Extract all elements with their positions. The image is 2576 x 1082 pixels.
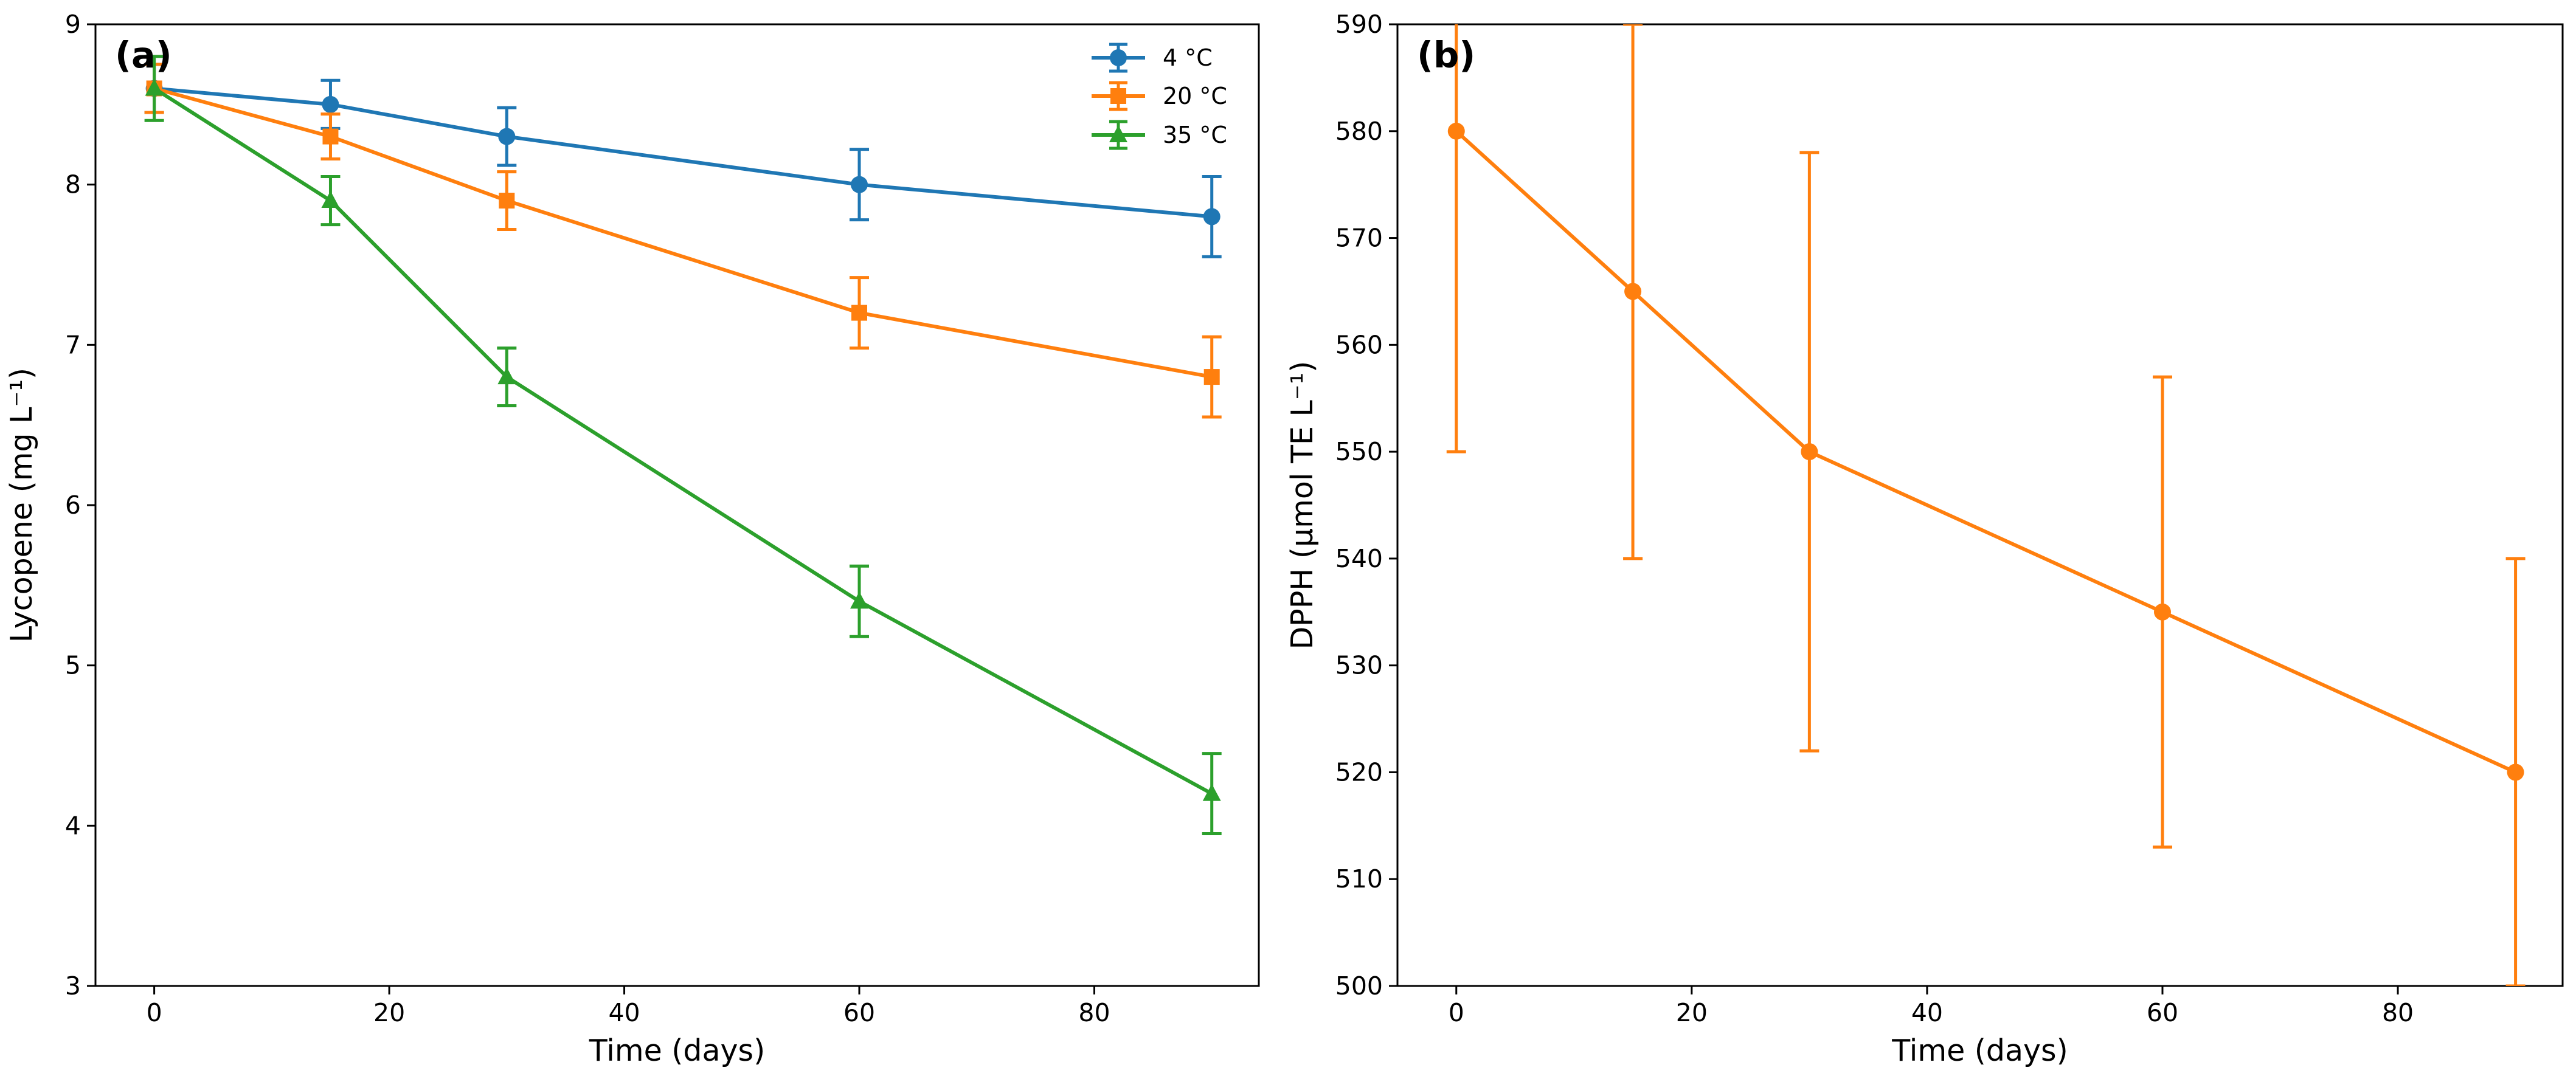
y-tick-label: 8	[65, 170, 81, 199]
data-point	[2507, 763, 2524, 781]
data-point	[322, 95, 339, 113]
series-line	[154, 86, 1212, 219]
plot-area	[1446, 24, 2526, 986]
axes-frame	[94, 23, 1260, 987]
y-tick-label: 540	[1335, 544, 1383, 573]
legend-label: 35 °C	[1163, 122, 1227, 148]
series-4-C	[144, 63, 1222, 258]
data-point	[145, 78, 164, 96]
y-tick-label: 530	[1335, 651, 1383, 680]
data-point	[322, 128, 339, 145]
x-tick-label: 40	[608, 998, 640, 1027]
legend-item: 4 °C	[1092, 43, 1213, 73]
x-tick-label: 40	[1911, 998, 1943, 1027]
x-tick-label: 60	[843, 998, 875, 1027]
x-tick-label: 80	[1078, 998, 1110, 1027]
plot-area	[144, 55, 1222, 836]
legend-marker	[1110, 88, 1126, 104]
x-tick-label: 20	[1676, 998, 1708, 1027]
data-point	[2153, 603, 2171, 621]
y-tick-label: 7	[65, 330, 81, 359]
legend-item: 20 °C	[1092, 81, 1227, 111]
y-tick-label: 5	[65, 651, 81, 680]
data-point	[851, 305, 868, 321]
panel-label: (a)	[115, 34, 172, 76]
series-line	[1455, 129, 2516, 774]
x-tick-label: 20	[373, 998, 405, 1027]
data-point	[850, 591, 869, 609]
data-point	[851, 176, 868, 193]
data-point	[499, 193, 515, 209]
panel-b: 0 20 40 60 80 500 510 520 530 540 550 560 570 580 590 T…	[1285, 10, 2564, 1068]
y-tick-label: 6	[65, 491, 81, 520]
legend-marker	[1109, 125, 1127, 142]
y-axis-label: Lycopene (mg L⁻¹)	[4, 368, 39, 643]
legend-marker	[1110, 49, 1127, 66]
data-point	[498, 128, 516, 145]
panel-a: 0 20 40 60 80 3 4 5 6 7 8 9 Time (days) Lycopene (mg …	[4, 10, 1260, 1068]
legend-label: 20 °C	[1163, 83, 1227, 109]
y-axis-label: DPPH (μmol TE L⁻¹)	[1285, 361, 1320, 650]
x-tick-label: 0	[1449, 998, 1464, 1027]
data-point	[1801, 443, 1818, 461]
x-tick-label: 60	[2147, 998, 2178, 1027]
series-20-C	[144, 63, 1222, 419]
y-tick-label: 560	[1335, 330, 1383, 359]
data-point	[1202, 784, 1221, 801]
y-tick-label: 590	[1335, 10, 1383, 39]
x-axis-label: Time (days)	[1891, 1033, 2068, 1068]
series-line	[153, 86, 1213, 379]
x-tick-label: 80	[2382, 998, 2414, 1027]
x-tick-label: 0	[147, 998, 162, 1027]
y-tick-label: 3	[65, 971, 81, 1001]
legend-label: 4 °C	[1163, 44, 1213, 71]
y-tick-label: 500	[1335, 971, 1383, 1001]
data-point	[321, 191, 340, 208]
data-point	[1624, 283, 1642, 300]
legend: 4 °C 20 °C 35 °C	[1092, 43, 1227, 150]
y-tick-label: 520	[1335, 757, 1383, 787]
panel-label: (b)	[1417, 34, 1475, 76]
series-DPPH	[1446, 24, 2526, 986]
series-line	[153, 86, 1213, 796]
data-point	[497, 367, 516, 385]
y-tick-label: 510	[1335, 864, 1383, 894]
data-point	[1203, 369, 1220, 385]
axes-frame	[1396, 23, 2564, 987]
y-tick-label: 570	[1335, 224, 1383, 253]
y-tick-label: 580	[1335, 117, 1383, 146]
data-point	[1447, 122, 1465, 140]
x-axis-label: Time (days)	[589, 1033, 765, 1068]
y-tick-label: 9	[65, 10, 81, 39]
y-tick-label: 550	[1335, 437, 1383, 466]
y-tick-label: 4	[65, 811, 81, 840]
data-point	[1203, 208, 1220, 226]
series-35-C	[144, 55, 1222, 836]
legend-item: 35 °C	[1092, 120, 1227, 150]
